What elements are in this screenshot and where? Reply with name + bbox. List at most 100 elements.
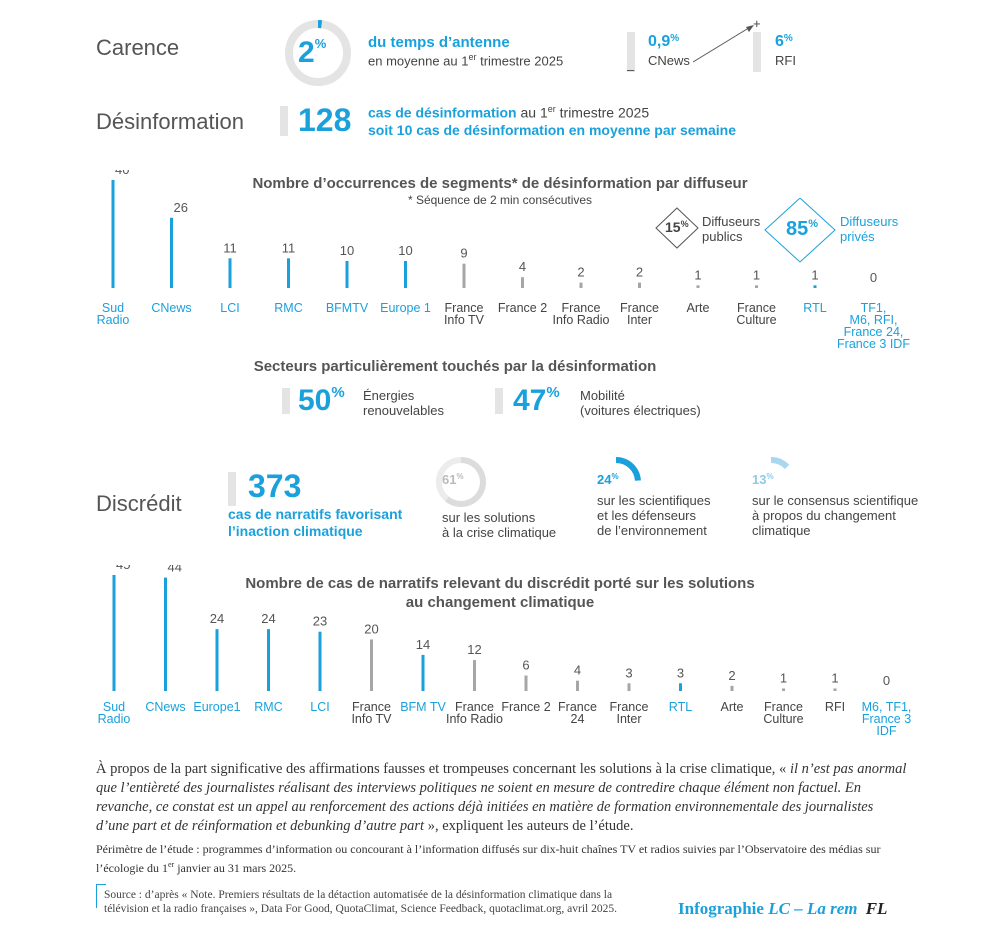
value-label-3: 11 (282, 240, 296, 255)
discredit-d1-label: sur les solutions à la crise climatique (442, 510, 556, 540)
source-line1: Source : d’après « Note. Premiers résult… (104, 889, 613, 901)
source-note: Source : d’après « Note. Premiers résult… (104, 888, 617, 916)
category-label-14: RFI (825, 700, 845, 714)
category-label-10: Arte (687, 301, 710, 315)
bar-8 (579, 282, 583, 288)
quote-paragraph: À propos de la part significative des af… (96, 760, 908, 836)
bar-4 (318, 631, 322, 691)
secteur2-label: Mobilité (voitures électriques) (580, 388, 701, 418)
secteur2-number: 47 (513, 384, 547, 417)
discredit-d2-value: 24% (597, 472, 619, 487)
chart1-title: Nombre d’occurrences de segments* de dés… (252, 175, 748, 192)
chart2-title-line2: au changement climatique (405, 594, 595, 611)
desinfo-line1-sup: er (547, 104, 556, 114)
public-diamond (655, 207, 699, 249)
bar-9 (638, 282, 641, 288)
value-label-15: 0 (883, 673, 890, 688)
public-share-number: 15 (665, 219, 681, 235)
source-line2: télévision et la radio françaises », Dat… (104, 903, 617, 915)
value-label-5: 20 (364, 621, 378, 636)
category-label-11: France (737, 301, 776, 315)
category-label-7-1: Info Radio (446, 712, 503, 726)
public-share-label1: Diffuseurs (702, 214, 761, 229)
bar-2 (228, 258, 232, 288)
desinfo-line1-rest-b: trimestre 2025 (555, 104, 650, 121)
category-label-13-3: France 3 IDF (837, 337, 910, 351)
source-rule-top (96, 884, 106, 885)
category-label-12: Arte (721, 700, 744, 714)
category-label-10: France (610, 700, 649, 714)
bar-0 (111, 180, 115, 288)
discredit-d1-label1: sur les solutions (442, 510, 536, 525)
category-label-0: Sud (102, 301, 124, 315)
quote-italic: il n’est pas anormal que l’entièreté des… (96, 761, 907, 834)
desinfo-bar (280, 106, 288, 136)
value-label-4: 23 (313, 614, 327, 629)
discredit-d1-value: 61% (442, 472, 464, 487)
secteur1-label: Énergies renouvelables (363, 388, 444, 418)
category-label-10-1: Inter (616, 712, 641, 726)
sector-share-diamonds (655, 198, 836, 263)
discredit-d3-label3: climatique (752, 523, 811, 538)
carence-line2: en moyenne au 1er trimestre 2025 (368, 52, 563, 68)
discredit-ring-3 (770, 457, 790, 470)
bar-3 (287, 258, 290, 288)
category-label-2: LCI (220, 301, 239, 315)
credit-a: Infographie (678, 899, 769, 918)
category-label-4: LCI (310, 700, 329, 714)
credit: Infographie LC – La rem FL (678, 899, 887, 919)
value-label-11: 3 (677, 665, 684, 680)
discredit-number-label: cas de narratifs favorisant l’inaction c… (228, 506, 402, 540)
carence-title: Carence (96, 35, 180, 60)
secteur1-unit: % (331, 384, 345, 401)
carence-line2-a: en moyenne au 1 (368, 53, 469, 69)
discredit-d2-unit: % (611, 472, 619, 481)
carence-max-bar (753, 32, 761, 72)
category-label-0-1: Radio (97, 313, 130, 327)
discredit-d2-label2: et les défenseurs (597, 508, 697, 523)
bar-12 (813, 285, 817, 288)
discredit-number-label1: cas de narratifs favorisant (228, 506, 403, 522)
category-label-9-1: Inter (627, 313, 652, 327)
category-label-15-2: IDF (876, 724, 897, 738)
category-label-6: BFM TV (400, 700, 446, 714)
carence-line2-sup: er (468, 52, 477, 62)
secteur1-label1: Énergies (363, 388, 415, 403)
plus-sign: + (753, 16, 761, 31)
value-label-9: 2 (636, 265, 643, 280)
public-share-unit: % (680, 219, 689, 229)
private-share-label1: Diffuseurs (840, 214, 899, 229)
bar-13 (782, 688, 785, 691)
bar-12 (730, 685, 734, 691)
value-label-2: 11 (223, 240, 237, 255)
carence-min-unit: % (670, 33, 680, 44)
category-label-2: Europe1 (193, 700, 240, 714)
carence-line1: du temps d’antenne (368, 34, 510, 51)
quote-intro: À propos de la part significative des af… (96, 761, 790, 777)
discredit-ring-1 (436, 457, 486, 507)
category-label-15-1: France 3 (862, 712, 911, 726)
category-label-7: France (455, 700, 494, 714)
category-label-4: BFMTV (326, 301, 369, 315)
value-label-8: 6 (522, 658, 529, 673)
value-label-10: 3 (625, 665, 632, 680)
value-label-0: 45 (116, 565, 130, 572)
bar-6 (421, 654, 425, 691)
secteur2-unit: % (546, 384, 560, 401)
category-label-5: Europe 1 (380, 301, 431, 315)
bar-7 (521, 277, 524, 288)
value-label-7: 12 (467, 642, 481, 657)
private-share-label2: privés (840, 229, 875, 244)
discredit-d3-value: 13% (752, 472, 774, 487)
perimetre-sup: er (167, 860, 175, 869)
discredit-bar (228, 472, 236, 506)
category-label-13: France (764, 700, 803, 714)
discredit-ring-2 (615, 457, 641, 482)
category-label-7: France 2 (498, 301, 547, 315)
carence-min-bar (627, 32, 635, 72)
carence-ring-unit: % (314, 36, 327, 51)
category-label-8: France 2 (501, 700, 550, 714)
carence-min-value: 0,9% (648, 33, 679, 51)
bar-5 (370, 639, 373, 691)
public-share-label: Diffuseurs publics (702, 214, 760, 244)
